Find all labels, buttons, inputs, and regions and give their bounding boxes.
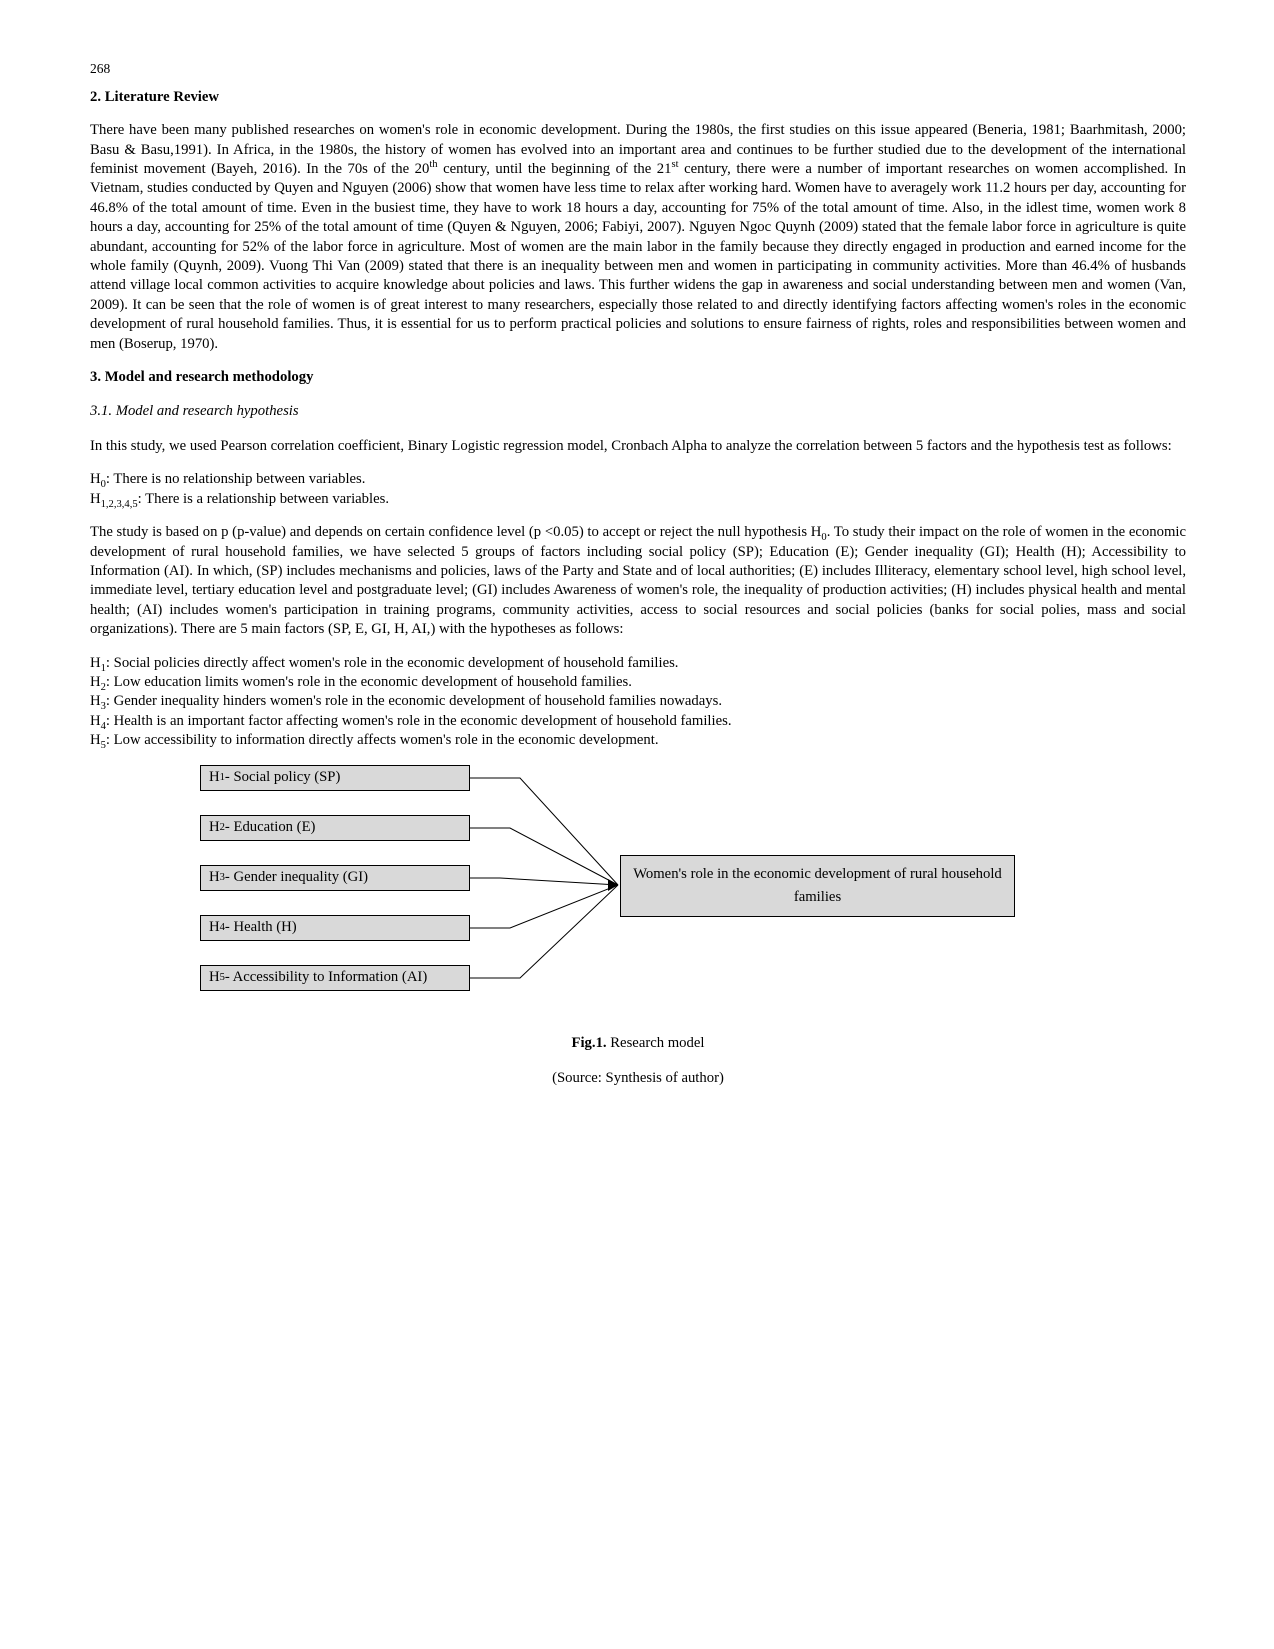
hypothesis-list: H1: Social policies directly affect wome… [90,654,1186,751]
factor-box: H4 - Health (H) [200,915,470,941]
section-heading-lit: 2. Literature Review [90,88,1186,107]
figure-title: Research model [607,1035,705,1051]
research-model-diagram: H1 - Social policy (SP) H2 - Education (E… [200,765,1020,1020]
figure-source: (Source: Synthesis of author) [90,1069,1186,1088]
subsection-heading-model: 3.1. Model and research hypothesis [90,402,1186,421]
page-number: 268 [90,60,1186,78]
hypothesis-item: H3: Gender inequality hinders women's ro… [90,692,1186,711]
hypothesis-halt: H1,2,3,4,5: There is a relationship betw… [90,490,1186,509]
halt-subscript: 1,2,3,4,5 [101,499,138,510]
halt-symbol: H [90,491,101,507]
factor-box: H3 - Gender inequality (GI) [200,865,470,891]
dependent-box: Women's role in the economic development… [620,855,1015,917]
halt-text: : There is a relationship between variab… [138,491,389,507]
method-design-paragraph: The study is based on p (p-value) and de… [90,523,1186,639]
figure-label: Fig.1. [572,1035,607,1051]
h0-symbol: H [90,471,101,487]
hypothesis-item: H1: Social policies directly affect wome… [90,654,1186,673]
section-heading-method: 3. Model and research methodology [90,368,1186,387]
factor-box: H2 - Education (E) [200,815,470,841]
hypothesis-h0: H0: There is no relationship between var… [90,470,1186,489]
h0-text: : There is no relationship between varia… [106,471,366,487]
factor-box: H1 - Social policy (SP) [200,765,470,791]
hypothesis-item: H5: Low accessibility to information dir… [90,731,1186,750]
method-intro-paragraph: In this study, we used Pearson correlati… [90,437,1186,456]
null-alt-hypotheses: H0: There is no relationship between var… [90,470,1186,509]
hypothesis-item: H4: Health is an important factor affect… [90,712,1186,731]
factor-box: H5 - Accessibility to Information (AI) [200,965,470,991]
figure-caption: Fig.1. Research model [90,1034,1186,1053]
lit-review-paragraph: There have been many published researche… [90,121,1186,354]
hypothesis-item: H2: Low education limits women's role in… [90,673,1186,692]
